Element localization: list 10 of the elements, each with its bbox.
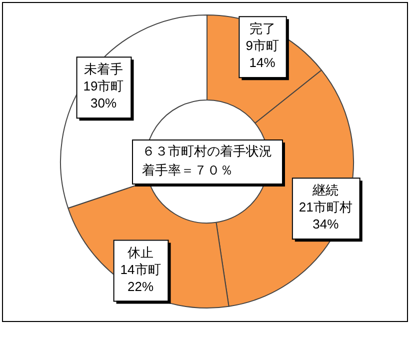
data-label: 21市町村 34% <box>298 200 352 232</box>
text: 着手率＝７０％ <box>142 162 233 178</box>
text: ６３市町村の着手状況 <box>142 144 272 159</box>
data-label: 14市町 22% <box>120 262 161 294</box>
slice-label: 未着手 <box>84 62 124 77</box>
data-label: 19市町 30% <box>83 78 124 111</box>
slice-label: 完了 <box>249 21 276 36</box>
slice-label: 継続 <box>312 182 339 198</box>
slice-label: 休止 <box>128 244 154 260</box>
data-label: 9市町 14% <box>246 38 279 70</box>
